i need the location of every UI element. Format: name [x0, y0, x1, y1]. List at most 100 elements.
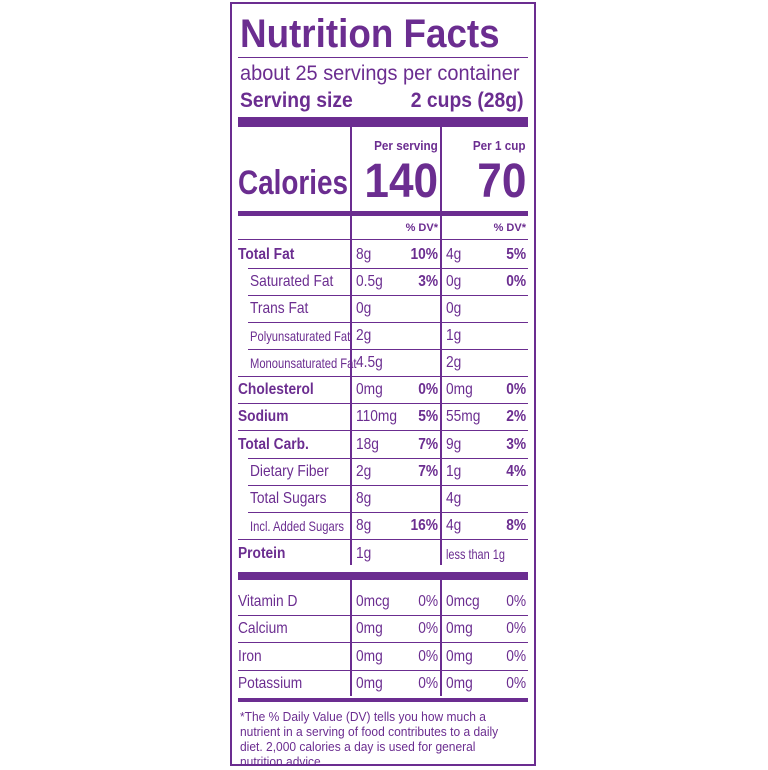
nutrient-name: Total Carb. [238, 436, 309, 453]
dv-per-serving: 5% [418, 408, 438, 425]
calories-divider [238, 211, 528, 216]
vitamin-name: Potassium [238, 675, 303, 692]
dv-per-cup: 0% [506, 593, 526, 610]
row-divider [238, 430, 528, 431]
vitamin-name: Vitamin D [238, 593, 298, 610]
calories-per-cup: 70 [476, 155, 526, 208]
vitamin-name: Calcium [238, 620, 288, 637]
vitamin-row: Vitamin D 0mcg 0% 0mcg 0% [232, 589, 534, 616]
amount-per-serving: 110mg [356, 408, 398, 425]
amount-per-serving: 18g [356, 436, 379, 453]
amount-per-cup: 0mg [446, 675, 473, 692]
amount-per-cup: 0mg [446, 381, 473, 398]
nutrition-facts-label: Nutrition Facts about 25 servings per co… [230, 2, 536, 769]
nutrient-name: Trans Fat [250, 300, 309, 317]
nutrient-row: Polyunsaturated Fat 2g 1g [232, 323, 534, 350]
dv-per-cup: 0% [506, 273, 526, 290]
per-serving-header: Per serving [374, 138, 438, 153]
dv-per-serving: 0% [418, 381, 438, 398]
dv-per-cup: 0% [506, 620, 526, 637]
nutrient-row: Total Fat 8g 10% 4g 5% [232, 242, 534, 269]
dv-per-serving: 10% [410, 246, 438, 263]
dv-per-cup: 0% [506, 381, 526, 398]
dv-per-serving: 7% [418, 463, 438, 480]
amount-per-serving: 0mcg [356, 593, 390, 610]
row-divider [238, 642, 528, 643]
footnote: *The % Daily Value (DV) tells you how mu… [240, 710, 499, 769]
row-divider [248, 458, 528, 459]
nutrient-row: Total Sugars 8g 4g [232, 486, 534, 513]
serving-size-value: 2 cups (28g) [411, 89, 524, 112]
amount-per-cup: 0mg [446, 620, 473, 637]
dv-header-cup: % DV* [493, 222, 526, 234]
vitamin-row: Potassium 0mg 0% 0mg 0% [232, 671, 534, 698]
calories-per-serving: 140 [364, 155, 438, 208]
nutrient-name: Monounsaturated Fat [250, 355, 357, 371]
nutrient-row: Trans Fat 0g 0g [232, 296, 534, 323]
nutrient-name: Cholesterol [238, 381, 314, 398]
serving-size-label: Serving size [240, 89, 353, 112]
amount-per-serving: 0mg [356, 648, 383, 665]
row-divider [238, 615, 528, 616]
nutrient-name: Total Sugars [250, 490, 327, 507]
nutrient-row: Cholesterol 0mg 0% 0mg 0% [232, 377, 534, 404]
dv-header-divider [238, 239, 528, 240]
vitamin-row: Iron 0mg 0% 0mg 0% [232, 644, 534, 671]
amount-per-cup: 1g [446, 327, 462, 344]
amount-per-serving: 0mg [356, 620, 383, 637]
column-divider-left [350, 127, 352, 565]
column-divider-right-vitamins [440, 580, 442, 696]
nutrient-row: Monounsaturated Fat 4.5g 2g [232, 350, 534, 377]
row-divider [238, 403, 528, 404]
row-divider [248, 268, 528, 269]
amount-per-cup: 4g [446, 517, 462, 534]
amount-per-serving: 4.5g [356, 354, 383, 371]
amount-per-cup: 4g [446, 246, 462, 263]
dv-per-serving: 0% [418, 593, 438, 610]
nutrient-name: Protein [238, 545, 286, 562]
nutrient-name: Sodium [238, 408, 289, 425]
row-divider [248, 512, 528, 513]
row-divider [248, 349, 528, 350]
row-divider [248, 295, 528, 296]
amount-per-serving: 0mg [356, 381, 383, 398]
amount-per-serving: 0g [356, 300, 372, 317]
servings-per-container: about 25 servings per container [240, 62, 520, 85]
row-divider [238, 670, 528, 671]
amount-per-serving: 8g [356, 246, 372, 263]
dv-per-cup: 0% [506, 675, 526, 692]
thick-divider-vitamins [238, 572, 528, 580]
dv-per-cup: 8% [506, 517, 526, 534]
per-cup-header: Per 1 cup [473, 138, 526, 153]
amount-per-cup: less than 1g [446, 546, 505, 562]
amount-per-serving: 1g [356, 545, 372, 562]
amount-per-serving: 0mg [356, 675, 383, 692]
row-divider [248, 485, 528, 486]
amount-per-cup: 0mcg [446, 593, 480, 610]
amount-per-serving: 8g [356, 490, 372, 507]
row-divider [238, 539, 528, 540]
nutrient-row: Sodium 110mg 5% 55mg 2% [232, 404, 534, 431]
nutrient-name: Polyunsaturated Fat [250, 328, 351, 344]
row-divider [238, 376, 528, 377]
nutrient-name: Total Fat [238, 246, 295, 263]
amount-per-serving: 2g [356, 463, 372, 480]
amount-per-serving: 0.5g [356, 273, 383, 290]
vitamin-row: Calcium 0mg 0% 0mg 0% [232, 616, 534, 643]
nutrient-name: Incl. Added Sugars [250, 518, 345, 534]
dv-per-serving: 16% [410, 517, 438, 534]
vitamin-name: Iron [238, 648, 262, 665]
amount-per-cup: 55mg [446, 408, 481, 425]
label-title: Nutrition Facts [240, 12, 500, 56]
amount-per-cup: 2g [446, 354, 462, 371]
dv-per-cup: 0% [506, 648, 526, 665]
dv-per-cup: 3% [506, 436, 526, 453]
amount-per-cup: 4g [446, 490, 462, 507]
dv-per-serving: 0% [418, 648, 438, 665]
dv-per-serving: 0% [418, 675, 438, 692]
nutrient-name: Saturated Fat [250, 273, 334, 290]
nutrient-row: Incl. Added Sugars 8g 16% 4g 8% [232, 513, 534, 540]
amount-per-serving: 8g [356, 517, 372, 534]
nutrient-row: Saturated Fat 0.5g 3% 0g 0% [232, 269, 534, 296]
title-divider [238, 57, 528, 58]
